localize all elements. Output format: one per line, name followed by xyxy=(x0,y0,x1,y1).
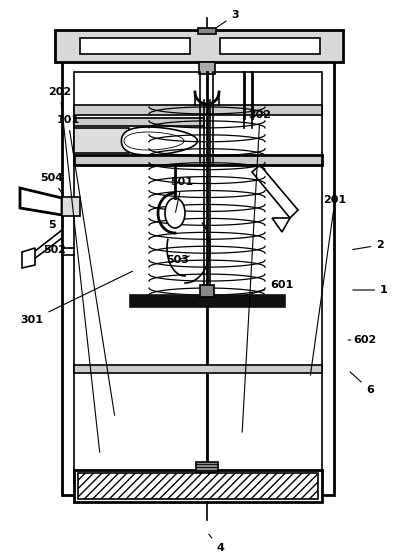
Polygon shape xyxy=(22,248,35,268)
Polygon shape xyxy=(20,188,62,215)
Bar xyxy=(74,365,322,373)
Bar xyxy=(74,128,129,153)
Polygon shape xyxy=(272,218,290,232)
Text: 202: 202 xyxy=(49,87,100,452)
Bar xyxy=(198,28,216,34)
Bar xyxy=(74,118,204,126)
Bar xyxy=(196,462,218,472)
Bar xyxy=(220,38,320,54)
Bar xyxy=(74,470,322,502)
Text: 504: 504 xyxy=(41,173,64,196)
Bar xyxy=(55,30,343,62)
Text: 1: 1 xyxy=(353,285,388,295)
Text: 101: 101 xyxy=(57,115,115,415)
Text: 502: 502 xyxy=(43,245,72,255)
Bar xyxy=(80,38,190,54)
Text: 2: 2 xyxy=(353,240,384,250)
Bar xyxy=(74,105,322,115)
Text: 501: 501 xyxy=(170,177,193,212)
Bar xyxy=(200,285,214,297)
Text: 6: 6 xyxy=(350,372,374,395)
Text: 601: 601 xyxy=(243,280,294,296)
Bar xyxy=(74,72,322,483)
Bar xyxy=(78,473,318,499)
Text: 3: 3 xyxy=(215,10,239,28)
Bar xyxy=(74,155,322,165)
Text: 201: 201 xyxy=(310,195,347,375)
Polygon shape xyxy=(121,127,197,155)
Text: 5: 5 xyxy=(48,220,62,231)
Polygon shape xyxy=(252,165,298,218)
Text: 602: 602 xyxy=(348,335,377,345)
Text: 302: 302 xyxy=(242,110,271,432)
Polygon shape xyxy=(165,198,185,228)
Bar xyxy=(199,62,215,74)
Polygon shape xyxy=(62,197,80,216)
Text: 503: 503 xyxy=(166,255,189,265)
Bar xyxy=(130,295,285,307)
Text: 301: 301 xyxy=(21,271,133,325)
Text: 4: 4 xyxy=(209,534,224,553)
Bar xyxy=(62,60,334,495)
